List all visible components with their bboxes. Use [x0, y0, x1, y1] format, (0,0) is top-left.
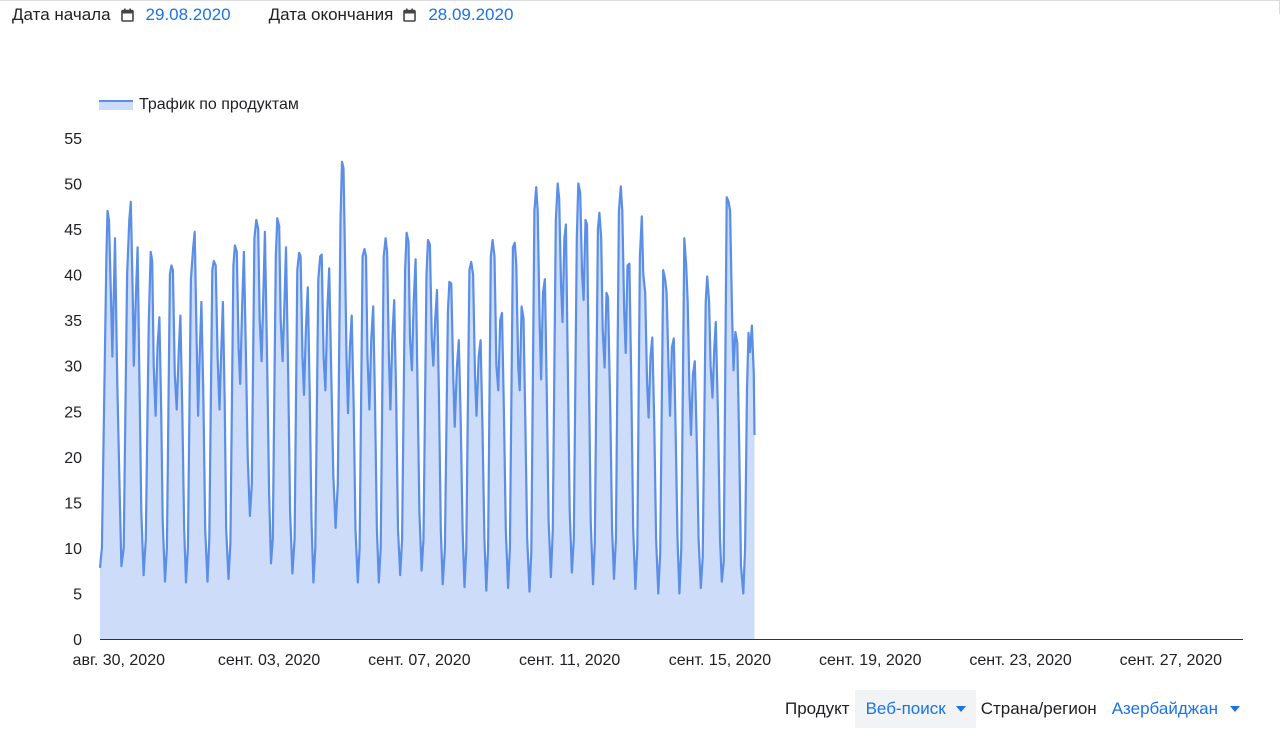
x-tick-label: сент. 23, 2020 — [969, 652, 1072, 669]
start-date-control[interactable]: Дата начала 29.08.2020 — [12, 5, 231, 25]
product-select[interactable]: Веб-поиск — [854, 690, 976, 728]
x-tick-label: сент. 19, 2020 — [819, 652, 922, 669]
y-tick-label: 30 — [64, 359, 82, 376]
end-date-control[interactable]: Дата окончания 28.09.2020 — [269, 5, 514, 25]
y-tick-label: 25 — [64, 404, 82, 421]
y-tick-label: 5 — [73, 586, 82, 603]
top-border — [0, 0, 1280, 1]
x-tick-label: сент. 07, 2020 — [368, 652, 471, 669]
y-tick-label: 50 — [64, 177, 82, 194]
product-label: Продукт — [785, 699, 850, 718]
x-tick-label: сент. 11, 2020 — [519, 652, 620, 669]
legend-label: Трафик по продуктам — [139, 96, 299, 113]
filter-bar: Продукт Веб-поиск Страна/регион Азербайд… — [785, 690, 1250, 728]
start-date-label: Дата начала — [12, 5, 111, 24]
y-tick-label: 10 — [64, 541, 82, 558]
y-tick-label: 35 — [64, 313, 82, 330]
y-tick-label: 20 — [64, 450, 82, 467]
chart-legend: Трафик по продуктам — [99, 96, 299, 113]
y-tick-label: 40 — [64, 268, 82, 285]
region-label: Страна/регион — [980, 699, 1097, 718]
dropdown-arrow-icon[interactable] — [1230, 706, 1240, 712]
y-tick-label: 15 — [64, 495, 82, 512]
y-tick-label: 55 — [64, 131, 82, 148]
x-tick-label: сент. 03, 2020 — [218, 652, 321, 669]
x-tick-label: авг. 30, 2020 — [73, 652, 166, 669]
dropdown-arrow-icon[interactable] — [955, 706, 966, 712]
y-axis: 0 5 10 15 20 25 30 35 40 45 50 55 — [64, 131, 82, 649]
end-date-value[interactable]: 28.09.2020 — [428, 5, 514, 24]
y-tick-label: 0 — [73, 632, 82, 649]
calendar-icon[interactable] — [120, 8, 134, 22]
series-line — [98, 160, 756, 595]
region-value[interactable]: Азербайджан — [1111, 699, 1218, 718]
start-date-value[interactable]: 29.08.2020 — [145, 5, 231, 24]
traffic-chart: Трафик по продуктам 0 5 10 15 20 25 30 35 40 45 50… — [64, 96, 1243, 669]
legend-swatch — [99, 101, 133, 110]
x-tick-label: сент. 15, 2020 — [669, 652, 772, 669]
series-area — [100, 161, 755, 639]
y-tick-label: 45 — [64, 222, 82, 239]
x-axis: авг. 30, 2020 сент. 03, 2020 сент. 07, 202… — [73, 652, 1223, 669]
region-select[interactable]: Азербайджан — [1101, 690, 1250, 728]
calendar-icon[interactable] — [403, 8, 417, 22]
end-date-label: Дата окончания — [268, 5, 394, 24]
x-tick-label: сент. 27, 2020 — [1120, 652, 1223, 669]
date-range-bar: Дата начала 29.08.2020 Дата окончания 28… — [12, 4, 513, 26]
product-value[interactable]: Веб-поиск — [865, 699, 946, 718]
